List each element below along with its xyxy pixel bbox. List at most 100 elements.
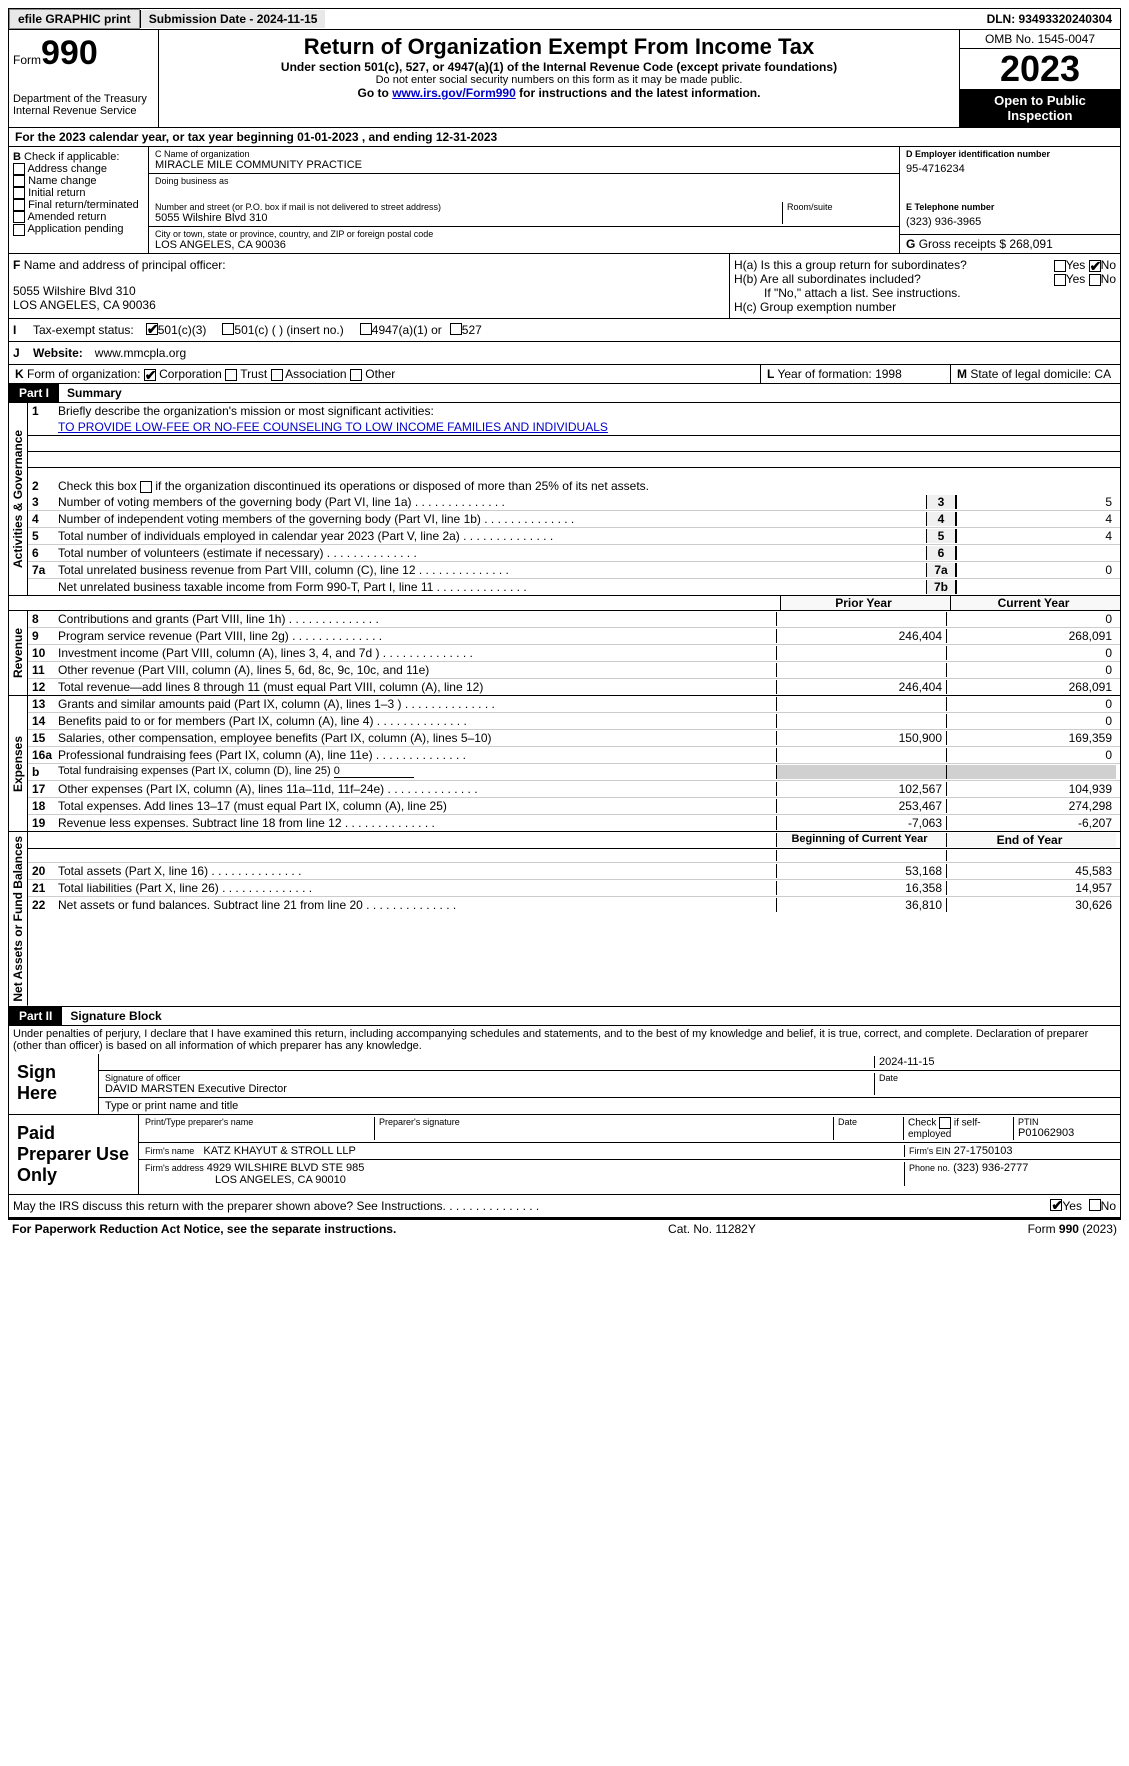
vtab-net-assets: Net Assets or Fund Balances xyxy=(9,832,28,1006)
checkbox-name-change[interactable] xyxy=(13,175,25,187)
h-b-text: H(b) Are all subordinates included? xyxy=(734,272,1054,286)
g-label: G xyxy=(906,237,915,251)
final-label: Final return/terminated xyxy=(28,199,139,211)
opt-other: Other xyxy=(365,367,395,381)
hb-no: No xyxy=(1101,272,1116,286)
b-label: B xyxy=(13,151,21,163)
checkbox-hb-yes[interactable] xyxy=(1054,274,1066,286)
l13-num: 13 xyxy=(32,697,58,711)
checkbox-501c3[interactable] xyxy=(146,323,158,335)
form-ssn-note: Do not enter social security numbers on … xyxy=(163,74,955,86)
l16a-curr: 0 xyxy=(946,748,1116,762)
amended-label: Amended return xyxy=(27,211,106,223)
checkbox-final-return[interactable] xyxy=(13,199,25,211)
col-b: B Check if applicable: Address change Na… xyxy=(9,147,149,253)
firm-phone: (323) 936-2777 xyxy=(953,1162,1028,1174)
firm-ein: 27-1750103 xyxy=(954,1145,1013,1157)
l4-box: 4 xyxy=(926,512,956,526)
checkbox-amended[interactable] xyxy=(13,211,25,223)
name-change-label: Name change xyxy=(28,175,97,187)
l15-num: 15 xyxy=(32,731,58,745)
l18-text: Total expenses. Add lines 13–17 (must eq… xyxy=(58,799,776,813)
checkbox-trust[interactable] xyxy=(225,369,237,381)
m-label: M xyxy=(957,367,967,381)
mission-text: TO PROVIDE LOW-FEE OR NO-FEE COUNSELING … xyxy=(58,420,608,434)
irs-link[interactable]: www.irs.gov/Form990 xyxy=(392,86,516,100)
l10-text: Investment income (Part VIII, column (A)… xyxy=(58,646,776,660)
paid-preparer-label: Paid Preparer Use Only xyxy=(9,1115,139,1194)
beg-year-hdr: Beginning of Current Year xyxy=(776,833,946,847)
l16b-val: 0 xyxy=(334,765,414,778)
l8-curr: 0 xyxy=(946,612,1116,626)
g-text: Gross receipts $ xyxy=(919,237,1006,251)
checkbox-other[interactable] xyxy=(350,369,362,381)
checkbox-ha-yes[interactable] xyxy=(1054,260,1066,272)
discuss-yes: Yes xyxy=(1062,1199,1082,1213)
l4-text: Number of independent voting members of … xyxy=(58,512,926,526)
officer-addr2: LOS ANGELES, CA 90036 xyxy=(13,298,725,312)
org-name: MIRACLE MILE COMMUNITY PRACTICE xyxy=(155,159,893,171)
l16b-num: b xyxy=(32,765,58,779)
current-year-hdr: Current Year xyxy=(950,596,1120,610)
form-ref: Form 990 (2023) xyxy=(1028,1222,1117,1236)
checkbox-hb-no[interactable] xyxy=(1089,274,1101,286)
checkbox-initial-return[interactable] xyxy=(13,187,25,199)
checkbox-discuss-yes[interactable] xyxy=(1050,1199,1062,1211)
beg-end-header: Net Assets or Fund Balances Beginning of… xyxy=(8,832,1121,1007)
efile-print-button[interactable]: efile GRAPHIC print xyxy=(9,9,140,29)
checkbox-discuss-no[interactable] xyxy=(1089,1199,1101,1211)
l14-num: 14 xyxy=(32,714,58,728)
l7a-val: 0 xyxy=(956,563,1116,577)
vtab-revenue: Revenue xyxy=(9,611,28,695)
l20-beg: 53,168 xyxy=(776,864,946,878)
form-header: Form 990 Department of the Treasury Inte… xyxy=(8,30,1121,128)
prep-name-label: Print/Type preparer's name xyxy=(145,1117,374,1127)
h-b-note: If "No," attach a list. See instructions… xyxy=(734,286,1116,300)
dln: DLN: 93493320240304 xyxy=(979,10,1120,28)
section-revenue: Revenue 8Contributions and grants (Part … xyxy=(8,611,1121,696)
l8-text: Contributions and grants (Part VIII, lin… xyxy=(58,612,776,626)
section-expenses: Expenses 13Grants and similar amounts pa… xyxy=(8,696,1121,832)
checkbox-527[interactable] xyxy=(450,323,462,335)
l10-curr: 0 xyxy=(946,646,1116,660)
street-label: Number and street (or P.O. box if mail i… xyxy=(155,202,782,212)
firm-ein-label: Firm's EIN xyxy=(909,1146,951,1156)
vtab-governance: Activities & Governance xyxy=(9,403,28,595)
l4-num: 4 xyxy=(32,512,58,526)
firm-addr2: LOS ANGELES, CA 90010 xyxy=(145,1174,904,1186)
checkbox-address-change[interactable] xyxy=(13,163,25,175)
ha-yes: Yes xyxy=(1066,258,1086,272)
l21-beg: 16,358 xyxy=(776,881,946,895)
row-a-text: For the 2023 calendar year, or tax year … xyxy=(15,130,497,144)
form-number: Form 990 xyxy=(13,34,154,73)
checkbox-discontinued[interactable] xyxy=(140,481,152,493)
prep-date-label: Date xyxy=(838,1117,903,1127)
checkbox-ha-no[interactable] xyxy=(1089,260,1101,272)
l7b-num xyxy=(32,580,58,594)
l17-curr: 104,939 xyxy=(946,782,1116,796)
j-label: J xyxy=(13,346,33,360)
officer-addr1: 5055 Wilshire Blvd 310 xyxy=(13,284,725,298)
l14-curr: 0 xyxy=(946,714,1116,728)
phone-value: (323) 936-3965 xyxy=(906,212,1114,232)
checkbox-self-employed[interactable] xyxy=(939,1117,951,1129)
checkbox-app-pending[interactable] xyxy=(13,224,25,236)
l9-curr: 268,091 xyxy=(946,629,1116,643)
checkbox-assoc[interactable] xyxy=(271,369,283,381)
top-bar: efile GRAPHIC print Submission Date - 20… xyxy=(8,8,1121,30)
l19-num: 19 xyxy=(32,816,58,830)
l15-prior: 150,900 xyxy=(776,731,946,745)
row-i: I Tax-exempt status: 501(c)(3) 501(c) ( … xyxy=(8,319,1121,342)
checkbox-4947[interactable] xyxy=(360,323,372,335)
city-value: LOS ANGELES, CA 90036 xyxy=(155,239,893,251)
paid-preparer-block: Paid Preparer Use Only Print/Type prepar… xyxy=(8,1115,1121,1195)
l7a-text: Total unrelated business revenue from Pa… xyxy=(58,563,926,577)
discuss-row: May the IRS discuss this return with the… xyxy=(8,1195,1121,1218)
firm-phone-label: Phone no. xyxy=(909,1163,950,1173)
section-b-through-g: B Check if applicable: Address change Na… xyxy=(8,147,1121,254)
ptin-label: PTIN xyxy=(1018,1117,1114,1127)
checkbox-corp[interactable] xyxy=(144,369,156,381)
l13-curr: 0 xyxy=(946,697,1116,711)
m-text: State of legal domicile: CA xyxy=(970,367,1111,381)
checkbox-501c[interactable] xyxy=(222,323,234,335)
